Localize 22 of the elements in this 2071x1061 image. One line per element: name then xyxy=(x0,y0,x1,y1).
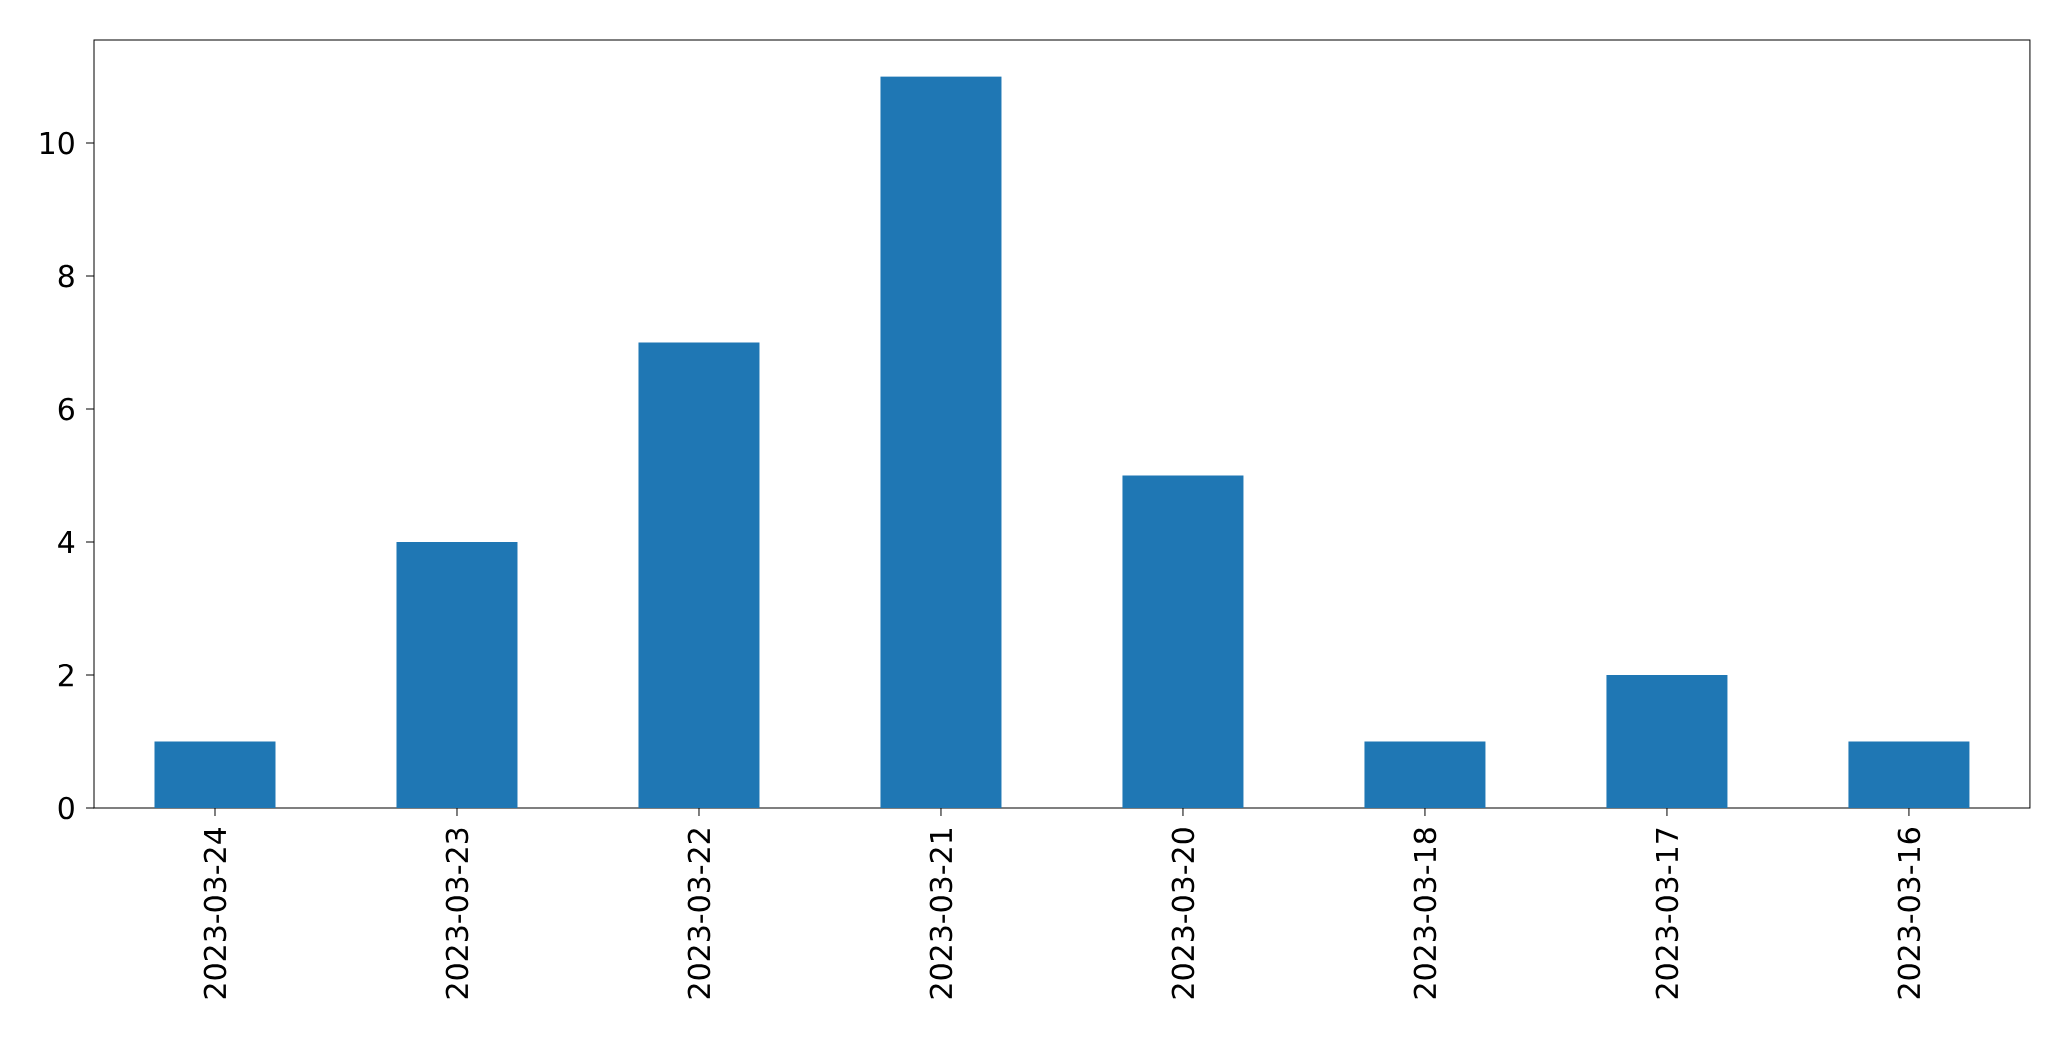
bar xyxy=(1606,675,1728,808)
y-tick-label: 10 xyxy=(40,131,74,155)
bar xyxy=(1848,741,1970,808)
x-tick-label: 2023-03-16 xyxy=(1897,828,1921,999)
y-tick-label: 6 xyxy=(58,397,74,421)
x-tick-label: 2023-03-17 xyxy=(1655,828,1679,999)
x-tick-label: 2023-03-21 xyxy=(929,829,953,999)
x-tick-label: 2023-03-20 xyxy=(1171,828,1195,999)
bar xyxy=(1364,741,1486,808)
bar xyxy=(1122,475,1244,808)
x-tick-label: 2023-03-24 xyxy=(203,827,227,999)
y-tick-label: 0 xyxy=(58,796,74,820)
y-tick-label: 2 xyxy=(58,663,73,687)
bar xyxy=(396,542,518,808)
y-tick-label: 8 xyxy=(58,264,74,288)
bar xyxy=(880,76,1002,808)
x-tick-label: 2023-03-22 xyxy=(687,829,711,999)
x-tick-label: 2023-03-23 xyxy=(445,828,469,999)
x-tick-label: 2023-03-18 xyxy=(1413,828,1437,999)
bar xyxy=(638,342,760,808)
y-tick-label: 4 xyxy=(58,531,75,553)
bar xyxy=(154,741,276,808)
